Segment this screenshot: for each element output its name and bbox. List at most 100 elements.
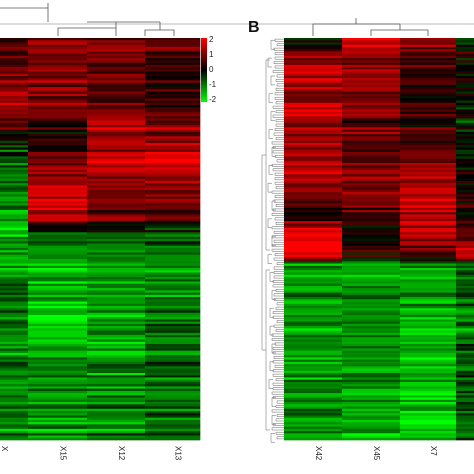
heatmap-cell (284, 297, 343, 300)
heatmap-cell (87, 69, 146, 72)
heatmap-cell (87, 120, 146, 124)
heatmap-cell (28, 167, 88, 171)
heatmap-cell (284, 247, 343, 251)
heatmap-cell (0, 431, 29, 434)
heatmap-cell (284, 107, 343, 110)
heatmap-cell (456, 89, 474, 92)
heatmap-cell (145, 172, 201, 175)
heatmap-cell (87, 160, 146, 164)
heatmap-cell (342, 125, 401, 128)
heatmap-cell (145, 38, 201, 41)
heatmap-cell (456, 274, 474, 278)
heatmap-cell (456, 306, 474, 309)
heatmap-cell (400, 350, 457, 354)
heatmap-cell (400, 230, 457, 233)
heatmap-cell (87, 98, 146, 101)
heatmap-cell (342, 69, 401, 72)
heatmap-cell (342, 399, 401, 403)
heatmap-cell (87, 154, 146, 157)
heatmap-cell (284, 357, 343, 360)
heatmap-cell (342, 274, 401, 278)
heatmap-cell (284, 185, 343, 188)
heatmap-cell (87, 201, 146, 204)
heatmap-cell (342, 223, 401, 226)
color-scale-tick: -2 (209, 95, 217, 104)
heatmap-cell (284, 42, 343, 46)
heatmap-cell (28, 64, 88, 68)
heatmap-cell (400, 64, 457, 68)
heatmap-cell (0, 38, 29, 41)
heatmap-cell (342, 218, 401, 222)
heatmap-cell (456, 373, 474, 376)
heatmap-cell (0, 404, 29, 407)
heatmap-cell (284, 410, 343, 414)
heatmap-cell (0, 87, 29, 90)
heatmap-cell (284, 73, 343, 77)
heatmap-cell (456, 408, 474, 412)
heatmap-cell (0, 375, 29, 378)
heatmap-cell (284, 326, 343, 329)
heatmap-cell (400, 384, 457, 387)
heatmap-cell (28, 272, 88, 276)
heatmap-cell (0, 73, 29, 77)
heatmap-cell (284, 145, 343, 148)
heatmap-cell (145, 82, 201, 86)
heatmap-cell (0, 239, 29, 242)
heatmap-cell (400, 105, 457, 108)
heatmap-cell (0, 209, 29, 213)
heatmap-cell (145, 337, 201, 340)
heatmap-cell (87, 145, 146, 148)
heatmap-cell (284, 241, 343, 244)
heatmap-cell (0, 131, 29, 135)
heatmap-cell (0, 308, 29, 311)
heatmap-cell (87, 44, 146, 48)
heatmap-cell (28, 364, 88, 367)
heatmap-cell (400, 174, 457, 177)
heatmap-cell (87, 183, 146, 186)
heatmap-cell (284, 359, 343, 363)
heatmap-cell (342, 176, 401, 180)
heatmap-cell (284, 252, 343, 255)
heatmap-cell (0, 306, 29, 309)
heatmap-cell (145, 239, 201, 242)
heatmap-cell (145, 402, 201, 405)
heatmap-cell (0, 167, 29, 171)
heatmap-cell (87, 390, 146, 394)
heatmap-cell (400, 413, 457, 416)
heatmap-cell (400, 216, 457, 220)
heatmap-cell (0, 279, 29, 282)
heatmap-cell (145, 212, 201, 215)
heatmap-cell (0, 183, 29, 186)
heatmap-cell (28, 256, 88, 260)
heatmap-cell (456, 192, 474, 195)
heatmap-cell (145, 120, 201, 124)
heatmap-cell (284, 283, 343, 287)
heatmap-cell (342, 230, 401, 233)
heatmap-cell (456, 205, 474, 209)
heatmap-cell (284, 368, 343, 372)
heatmap-cell (0, 350, 29, 354)
heatmap-cell (87, 290, 146, 293)
heatmap-cell (400, 91, 457, 95)
heatmap-cell (400, 75, 457, 79)
heatmap-cell (87, 46, 146, 50)
heatmap-cell (145, 321, 201, 325)
heatmap-cell (28, 205, 88, 209)
heatmap-cell (0, 390, 29, 394)
heatmap-cell (400, 314, 457, 318)
heatmap-cell (456, 279, 474, 282)
heatmap-cell (145, 250, 201, 253)
heatmap-cell (0, 111, 29, 115)
heatmap-cell (0, 314, 29, 318)
heatmap-cell (87, 178, 146, 182)
heatmap-cell (284, 397, 343, 401)
heatmap-cell (0, 297, 29, 300)
heatmap-cell (145, 221, 201, 224)
heatmap-cell (342, 261, 401, 264)
panel-label-b: B (248, 19, 260, 36)
heatmap-cell (87, 167, 146, 171)
heatmap-cell (0, 343, 29, 347)
heatmap-cell (0, 98, 29, 101)
heatmap-cell (0, 292, 29, 296)
heatmap-cell (0, 187, 29, 191)
